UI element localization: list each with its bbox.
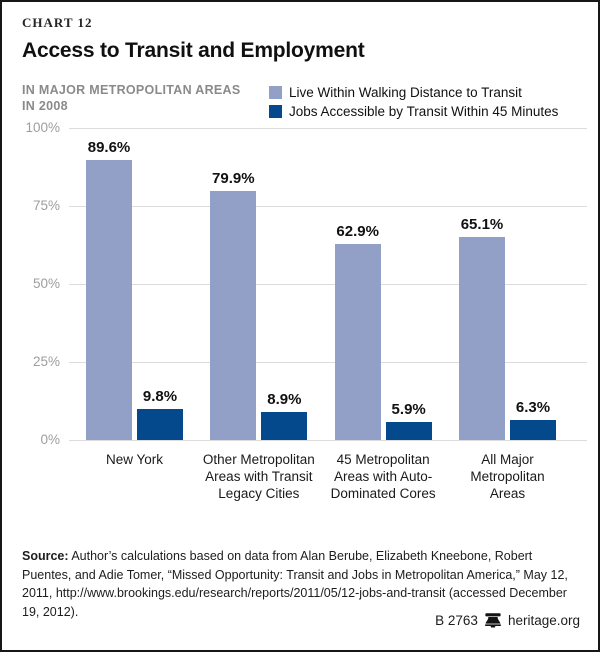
category-label: All Major Metropolitan Areas bbox=[470, 452, 545, 501]
bar: 8.9% bbox=[261, 391, 308, 440]
page-title: Access to Transit and Employment bbox=[22, 39, 365, 62]
source-label: Source: bbox=[22, 549, 69, 563]
y-axis-tick-label: 100% bbox=[25, 120, 60, 135]
liberty-bell-icon bbox=[485, 613, 501, 628]
y-axis-tick-label: 50% bbox=[32, 276, 60, 291]
gridline bbox=[69, 206, 587, 207]
y-axis-tick-label: 75% bbox=[32, 198, 60, 213]
bar-value-label: 6.3% bbox=[515, 399, 551, 416]
legend-item-walking: Live Within Walking Distance to Transit bbox=[269, 85, 558, 100]
chart-kicker: CHART 12 bbox=[22, 15, 93, 30]
bar: 9.8% bbox=[137, 388, 183, 440]
bar: 62.9% bbox=[334, 223, 381, 440]
bar-chart: 100% 75% 50% 25% 0% 89.6% 9.8% New York 79.9% 8.… bbox=[22, 120, 587, 548]
source-note: Source: Author’s calculations based on d… bbox=[22, 547, 584, 621]
site-label: heritage.org bbox=[507, 613, 580, 628]
bar: 79.9% bbox=[210, 170, 257, 440]
bar: 5.9% bbox=[385, 401, 432, 440]
category-label: New York bbox=[105, 452, 164, 467]
gridline bbox=[69, 284, 587, 285]
bar-group: 79.9% 8.9% Other Metropolitan Areas with T… bbox=[203, 128, 315, 502]
y-axis-tick-label: 0% bbox=[40, 432, 60, 447]
bar: 6.3% bbox=[509, 399, 556, 440]
bar-value-label: 89.6% bbox=[87, 139, 131, 156]
bar-value-label: 65.1% bbox=[460, 216, 504, 233]
bar-group: 62.9% 5.9% 45 Metropolitan Areas with Auto… bbox=[331, 128, 436, 502]
category-label: 45 Metropolitan Areas with Auto-Dominate… bbox=[330, 452, 436, 501]
bar-group: 65.1% 6.3% All Major Metropolitan Areas bbox=[458, 128, 556, 502]
bar-value-label: 62.9% bbox=[336, 223, 379, 240]
footer: B 2763 heritage.org bbox=[435, 613, 580, 628]
chart-subtitle: IN MAJOR METROPOLITAN AREAS IN 2008 bbox=[22, 83, 241, 113]
bar-group: 89.6% 9.8% New York bbox=[86, 128, 183, 502]
legend-label: Jobs Accessible by Transit Within 45 Min… bbox=[289, 104, 559, 119]
gridline bbox=[69, 440, 587, 441]
bar-value-label: 5.9% bbox=[391, 401, 426, 418]
bar-value-label: 9.8% bbox=[142, 388, 178, 405]
category-label: Other Metropolitan Areas with Transit Le… bbox=[202, 452, 315, 501]
bar-groups: 89.6% 9.8% New York 79.9% 8.9% Other Metropol… bbox=[69, 128, 587, 502]
gridline bbox=[69, 362, 587, 363]
bar: 65.1% bbox=[458, 216, 505, 440]
bar: 89.6% bbox=[86, 139, 132, 440]
legend-swatch-dark-icon bbox=[269, 105, 282, 118]
legend-label: Live Within Walking Distance to Transit bbox=[289, 85, 522, 100]
legend-swatch-light-icon bbox=[269, 86, 282, 99]
gridline bbox=[69, 128, 587, 129]
source-text: Author’s calculations based on data from… bbox=[22, 549, 568, 619]
legend-item-jobs: Jobs Accessible by Transit Within 45 Min… bbox=[269, 104, 558, 119]
bar-value-label: 8.9% bbox=[267, 391, 302, 408]
y-axis-tick-label: 25% bbox=[32, 354, 60, 369]
chart-legend: Live Within Walking Distance to Transit … bbox=[269, 85, 558, 123]
bar-value-label: 79.9% bbox=[212, 170, 255, 187]
report-id: B 2763 bbox=[435, 613, 478, 628]
